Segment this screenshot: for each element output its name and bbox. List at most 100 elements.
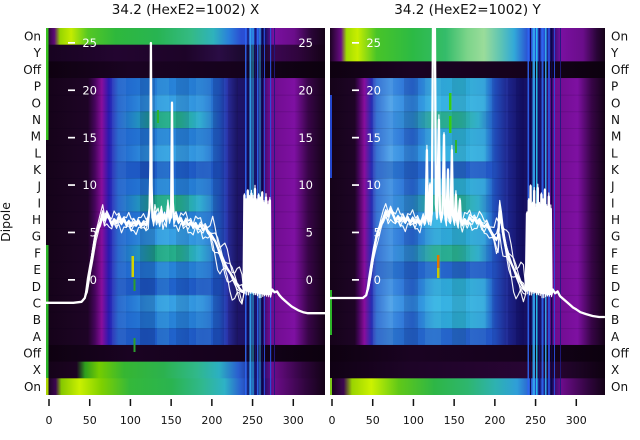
y-tick-label: 20	[82, 83, 97, 97]
edge-stripe	[46, 28, 49, 140]
x-tick-mark	[292, 399, 295, 406]
x-tick-label: 50	[366, 414, 380, 427]
y-tick-label: 20	[298, 83, 313, 97]
heatmap-row	[330, 344, 605, 363]
y-tick-dash	[352, 279, 359, 281]
row-label-left: F	[34, 246, 41, 260]
row-label-left: D	[32, 280, 41, 294]
row-label-right: Off	[611, 63, 629, 77]
x-tick-label: 0	[329, 414, 336, 427]
x-tick-mark	[170, 399, 172, 406]
color-mark	[437, 255, 440, 268]
heatmap-row	[330, 144, 605, 163]
x-tick-label: 0	[46, 414, 53, 427]
y-tick-dash	[68, 184, 75, 186]
y-tick-dash	[68, 42, 75, 44]
vertical-stripe	[554, 28, 555, 395]
right-panel-title: 34.2 (HexE2=1002) Y	[394, 2, 541, 18]
x-tick-label: 100	[403, 414, 424, 427]
x-tick-label: 300	[283, 414, 304, 427]
x-tick-label: 200	[201, 414, 222, 427]
row-label-right: M	[611, 130, 621, 144]
row-label-right: Y	[610, 46, 619, 60]
x-tick-label: 150	[444, 414, 465, 427]
y-tick-dash	[352, 42, 359, 44]
row-label-left: Off	[23, 346, 41, 360]
row-label-left: G	[32, 230, 41, 244]
heatmap-row	[330, 111, 605, 129]
row-label-right: N	[611, 113, 620, 127]
row-label-right: B	[611, 313, 619, 327]
vertical-stripe	[274, 28, 275, 395]
y-tick-label: 20	[366, 83, 381, 97]
y-tick-label: 25	[366, 36, 381, 50]
x-tick-mark	[371, 399, 374, 406]
heatmap-block	[228, 78, 238, 345]
row-label-right: H	[611, 213, 620, 227]
row-label-left: X	[33, 363, 41, 377]
row-label-left: Y	[33, 46, 42, 60]
y-tick-label: 5	[90, 226, 97, 240]
row-label-right: E	[611, 263, 619, 277]
y-tick-dash	[352, 184, 359, 186]
x-tick-mark	[575, 399, 578, 406]
heatmap-row	[330, 161, 605, 179]
row-label-right: On	[611, 30, 628, 44]
row-label-left: N	[32, 113, 41, 127]
heatmap-row	[330, 311, 605, 329]
y-tick-dash	[352, 89, 359, 92]
dipole-axis-label: Dipole	[0, 202, 13, 242]
y-tick-label: 25	[298, 36, 313, 50]
heatmap-block	[404, 78, 418, 345]
edge-stripe	[46, 245, 49, 378]
y-tick-dash	[352, 231, 359, 234]
heatmap-row	[330, 294, 605, 313]
y-tick-dash	[68, 231, 75, 234]
y-tick-label: 0	[374, 273, 381, 287]
row-label-left: H	[32, 213, 41, 227]
vertical-stripe	[560, 28, 561, 395]
y-tick-label: 15	[82, 131, 97, 145]
edge-stripe	[46, 378, 49, 395]
x-tick-label: 150	[161, 414, 182, 427]
row-label-right: On	[611, 380, 628, 394]
left-panel-title: 34.2 (HexE2=1002) X	[111, 2, 260, 18]
y-tick-dash	[68, 89, 75, 92]
edge-stripe	[330, 95, 332, 178]
y-tick-label: 0	[90, 273, 97, 287]
heatmap-row	[46, 361, 325, 379]
color-mark	[455, 140, 457, 153]
row-label-left: O	[32, 96, 41, 110]
y-tick-dash	[352, 136, 359, 139]
row-label-right: J	[610, 180, 615, 194]
x-tick-mark	[251, 399, 254, 406]
y-tick-label: 10	[366, 178, 381, 192]
y-tick-label: 5	[374, 226, 381, 240]
heatmap-block	[470, 78, 486, 345]
x-tick-mark	[453, 399, 455, 406]
x-tick-mark	[412, 399, 415, 406]
row-label-right: L	[611, 146, 618, 160]
heatmap-block	[157, 78, 169, 345]
heatmap-row	[330, 61, 605, 79]
row-label-left: M	[31, 130, 41, 144]
y-tick-dash	[68, 279, 75, 281]
panel-left	[46, 28, 325, 395]
x-tick-mark	[88, 399, 91, 406]
color-mark	[133, 338, 136, 352]
x-tick-label: 250	[525, 414, 546, 427]
row-label-right: F	[611, 246, 618, 260]
heatmap-row	[46, 378, 325, 395]
row-label-right: G	[611, 230, 620, 244]
heatmap-row	[330, 278, 605, 296]
x-tick-mark	[48, 399, 50, 406]
row-label-left: P	[34, 80, 41, 94]
color-mark	[157, 110, 159, 123]
heatmap-row	[46, 61, 325, 79]
row-label-right: O	[611, 96, 620, 110]
y-tick-label: 15	[366, 131, 381, 145]
row-label-right: I	[611, 196, 615, 210]
color-mark	[449, 93, 452, 110]
heatmap-row	[330, 361, 605, 379]
